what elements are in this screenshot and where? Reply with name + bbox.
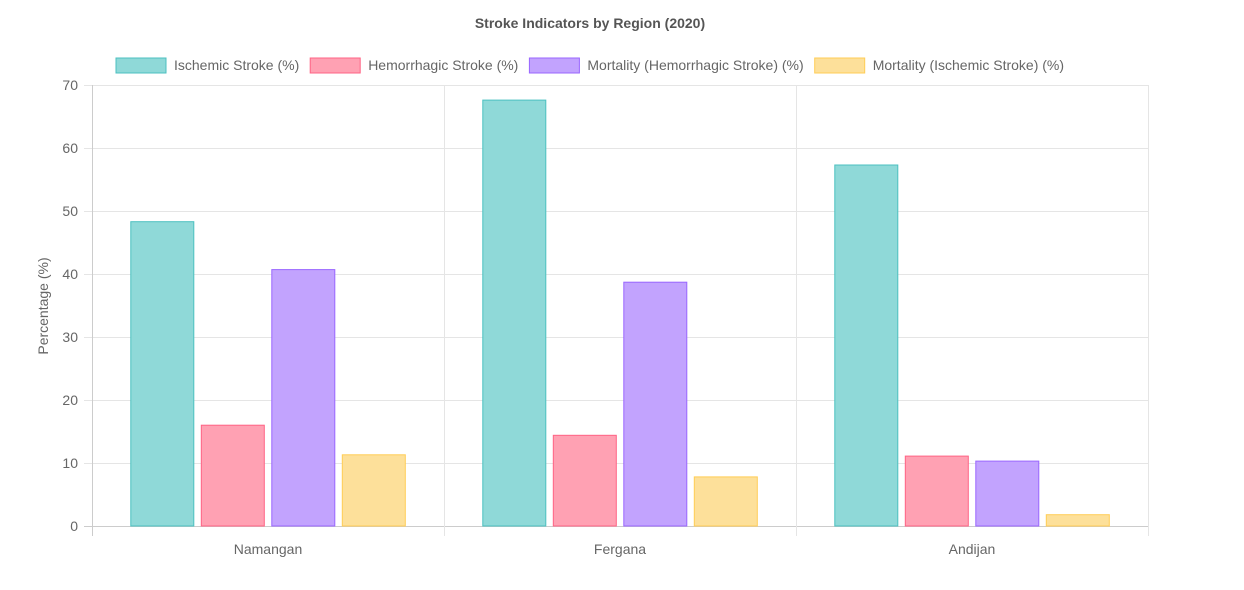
x-tick-label: Andijan	[949, 541, 996, 557]
y-tick-label: 60	[62, 140, 78, 156]
legend-swatch	[528, 57, 580, 74]
y-tick-label: 70	[62, 77, 78, 93]
legend-item[interactable]: Mortality (Ischemic Stroke) (%)	[814, 57, 1064, 74]
bar[interactable]	[623, 281, 688, 527]
y-tick-label: 50	[62, 203, 78, 219]
legend-swatch	[309, 57, 361, 74]
legend-label: Mortality (Ischemic Stroke) (%)	[873, 57, 1064, 73]
bar[interactable]	[482, 99, 547, 527]
legend-item[interactable]: Mortality (Hemorrhagic Stroke) (%)	[528, 57, 804, 74]
bar[interactable]	[552, 434, 617, 527]
legend-swatch	[115, 57, 167, 74]
x-tick-label: Fergana	[594, 541, 646, 557]
legend-label: Ischemic Stroke (%)	[174, 57, 299, 73]
bar[interactable]	[834, 164, 899, 527]
y-tick-label: 20	[62, 392, 78, 408]
bars	[130, 99, 1110, 527]
y-tick-label: 30	[62, 329, 78, 345]
y-axis-label: Percentage (%)	[35, 257, 51, 354]
y-tick-label: 10	[62, 455, 78, 471]
legend-item[interactable]: Ischemic Stroke (%)	[115, 57, 299, 74]
bar[interactable]	[1045, 514, 1110, 527]
bar[interactable]	[271, 269, 336, 527]
bar[interactable]	[130, 221, 195, 527]
bar[interactable]	[975, 460, 1040, 527]
legend-swatch	[814, 57, 866, 74]
y-tick-label: 40	[62, 266, 78, 282]
axes: 0 10 20 30 40 50 60 70 Namangan Fergana Andijan	[62, 77, 995, 557]
bar[interactable]	[341, 454, 406, 527]
legend-label: Hemorrhagic Stroke (%)	[368, 57, 518, 73]
chart-title: Stroke Indicators by Region (2020)	[475, 15, 705, 31]
bar[interactable]	[904, 455, 969, 527]
bar[interactable]	[200, 424, 265, 527]
legend-item[interactable]: Hemorrhagic Stroke (%)	[309, 57, 518, 74]
bar[interactable]	[693, 476, 758, 527]
legend: Ischemic Stroke (%) Hemorrhagic Stroke (%…	[115, 57, 1064, 74]
legend-label: Mortality (Hemorrhagic Stroke) (%)	[587, 57, 803, 73]
x-tick-label: Namangan	[234, 541, 303, 557]
y-tick-label: 0	[70, 518, 78, 534]
